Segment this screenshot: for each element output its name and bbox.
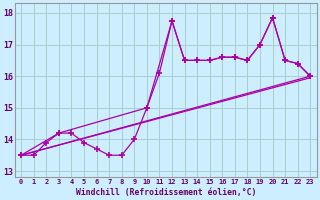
X-axis label: Windchill (Refroidissement éolien,°C): Windchill (Refroidissement éolien,°C) xyxy=(76,188,256,197)
